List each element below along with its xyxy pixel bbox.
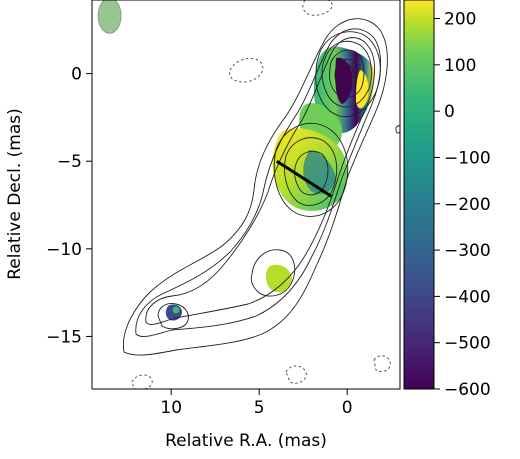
dashed-contour-5	[373, 355, 391, 373]
x-tick-label: 0	[342, 398, 353, 418]
contour-13	[339, 64, 354, 84]
contour-11	[329, 49, 365, 98]
intensity-contours	[122, 18, 400, 356]
colorbar-tick-label: −400	[444, 287, 491, 307]
contour-3	[145, 37, 376, 325]
colorbar-tick-label: 0	[444, 102, 455, 122]
rm-region-core-yellow	[356, 70, 369, 109]
colorbar-tick-label: −600	[444, 380, 491, 400]
colorbar-tick-label: −300	[444, 241, 491, 261]
contour-4	[157, 303, 189, 330]
contour-7	[284, 137, 338, 206]
colorbar-tick-label: 100	[444, 56, 476, 76]
dashed-contour-1	[302, 0, 333, 16]
colorbar-tick-label: 200	[444, 10, 476, 30]
x-axis: 10 5 0	[160, 389, 353, 418]
contour-5	[250, 249, 296, 297]
x-tick-label: 10	[160, 398, 182, 418]
rm-region-core-dark	[335, 57, 353, 104]
contour-10	[321, 40, 372, 108]
colorbar-frame	[403, 0, 435, 390]
beam-ellipse	[97, 0, 122, 34]
y-tick-label: 0	[71, 65, 82, 85]
slice-line	[275, 159, 333, 198]
contour-2	[135, 28, 382, 337]
contour-12	[334, 58, 358, 91]
dashed-contour-2	[229, 57, 264, 83]
x-tick-label: 5	[254, 398, 265, 418]
colorbar-tick-label: −100	[444, 148, 491, 168]
y-tick-label: −10	[46, 240, 82, 260]
contour-1	[122, 18, 388, 356]
colorbar	[404, 0, 434, 389]
axes-frame	[91, 0, 401, 390]
rm-region-outer-green	[172, 306, 180, 314]
y-axis-label: Relative Decl. (mas)	[5, 108, 25, 280]
polarization-map	[97, 0, 400, 389]
contour-14	[395, 125, 400, 134]
contour-9	[315, 31, 381, 118]
y-tick-label: −15	[46, 327, 82, 347]
colorbar-tick-label: −500	[444, 334, 491, 354]
rm-region-middle	[266, 264, 292, 293]
y-axis: 0 −5 −10 −15	[46, 65, 92, 347]
colorbar-tick-label: −200	[444, 195, 491, 215]
colorbar-axis: 200 100 0 −100 −200 −300 −400 −500 −600	[434, 10, 491, 400]
contour-6	[273, 122, 349, 217]
y-tick-label: −5	[57, 152, 82, 172]
x-axis-label: Relative R.A. (mas)	[165, 431, 327, 451]
negative-contours	[131, 0, 391, 389]
